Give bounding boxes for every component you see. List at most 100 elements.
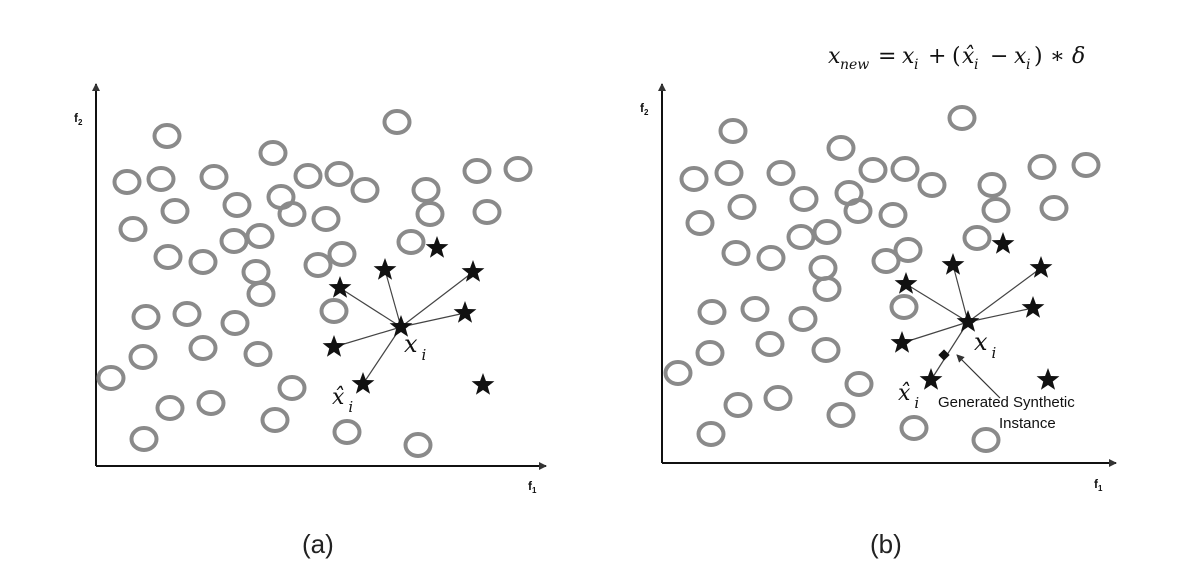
star-icon: [1021, 296, 1045, 318]
circle-icon: [188, 249, 218, 275]
circle-icon: [723, 392, 753, 418]
circle-icon: [324, 161, 354, 187]
circle-icon: [811, 337, 841, 363]
star-icon: [328, 276, 352, 298]
star-icon: [919, 368, 943, 390]
circle-icon: [1027, 154, 1057, 180]
circle-icon: [472, 199, 502, 225]
formula-rparen: ): [1034, 44, 1043, 69]
circle-icon: [411, 177, 441, 203]
neighbor-link: [339, 287, 402, 328]
panel-a-caption: (a): [302, 529, 334, 559]
circle-icon: [663, 360, 693, 386]
circle-icon: [246, 281, 276, 307]
star-icon: [471, 373, 495, 395]
circle-icon: [826, 135, 856, 161]
circle-icon: [1071, 152, 1101, 178]
smote-formula: x new = x i + ( x̂ i − x i ) ∗ δ: [828, 44, 1085, 73]
panel-b-minority-points: [890, 232, 1060, 390]
neighbor-link: [362, 326, 402, 385]
star-icon: [453, 301, 477, 323]
panel-a-x-axis-label: f1: [528, 479, 537, 495]
panel-b-axes: f2 f1: [640, 83, 1117, 493]
circle-icon: [812, 219, 842, 245]
formula-minus: −: [990, 44, 1008, 69]
circle-icon: [222, 192, 252, 218]
circle-icon: [319, 298, 349, 324]
circle-icon: [727, 194, 757, 220]
circle-icon: [899, 415, 929, 441]
circle-icon: [327, 241, 357, 267]
panel-a-y-axis-label: f2: [74, 111, 83, 127]
circle-icon: [786, 224, 816, 250]
circle-icon: [718, 118, 748, 144]
formula-lhs-sub: new: [840, 57, 869, 73]
formula-lparen: (: [952, 44, 961, 69]
star-icon: [373, 258, 397, 280]
circle-icon: [118, 216, 148, 242]
circle-icon: [245, 223, 275, 249]
circle-icon: [788, 306, 818, 332]
circle-icon: [1039, 195, 1069, 221]
circle-icon: [112, 169, 142, 195]
star-icon: [1036, 368, 1060, 390]
neighbor-link: [384, 269, 402, 328]
circle-icon: [146, 166, 176, 192]
circle-icon: [789, 186, 819, 212]
circle-icon: [808, 255, 838, 281]
star-icon: [890, 331, 914, 353]
synthetic-instance-pointer: [956, 354, 1001, 399]
formula-plus: +: [928, 44, 946, 69]
circle-icon: [763, 385, 793, 411]
circle-icon: [403, 432, 433, 458]
panel-a-neighbor-label: x̂ i: [332, 385, 353, 416]
formula-term3-base: x: [1014, 44, 1027, 69]
star-icon: [991, 232, 1015, 254]
synthetic-label-line1: Generated Synthetic: [938, 394, 1075, 411]
formula-term3-sub: i: [1026, 57, 1030, 73]
panel-b-majority-points: [663, 105, 1101, 453]
circle-icon: [503, 156, 533, 182]
panel-b-y-axis-label: f2: [640, 101, 649, 117]
formula-term2-base: x̂: [962, 44, 975, 69]
circle-icon: [332, 419, 362, 445]
circle-icon: [172, 301, 202, 327]
formula-term2-sub: i: [974, 57, 978, 73]
circle-icon: [947, 105, 977, 131]
circle-icon: [962, 225, 992, 251]
circle-icon: [311, 206, 341, 232]
circle-icon: [153, 244, 183, 270]
circle-icon: [188, 335, 218, 361]
circle-icon: [889, 294, 919, 320]
star-icon: [1029, 256, 1053, 278]
neighbor-link: [905, 283, 969, 323]
circle-icon: [243, 341, 273, 367]
circle-icon: [721, 240, 751, 266]
circle-icon: [740, 296, 770, 322]
panel-a-axes: f2 f1: [74, 83, 547, 495]
neighbor-link: [967, 267, 1042, 323]
circle-icon: [241, 259, 271, 285]
star-icon: [941, 253, 965, 275]
circle-icon: [981, 197, 1011, 223]
circle-icon: [695, 340, 725, 366]
circle-icon: [685, 210, 715, 236]
panel-a-neighbor-links: [333, 269, 474, 385]
formula-equals: =: [878, 44, 896, 69]
circle-icon: [129, 426, 159, 452]
center-star-icon: [389, 315, 413, 337]
star-icon: [425, 236, 449, 258]
formula-term1-base: x: [902, 44, 915, 69]
circle-icon: [878, 202, 908, 228]
neighbor-link: [400, 271, 474, 328]
star-icon: [351, 372, 375, 394]
formula-times: ∗: [1050, 44, 1065, 69]
circle-icon: [277, 375, 307, 401]
circle-icon: [152, 123, 182, 149]
circle-icon: [714, 160, 744, 186]
circle-icon: [277, 201, 307, 227]
circle-icon: [220, 310, 250, 336]
circle-icon: [844, 371, 874, 397]
